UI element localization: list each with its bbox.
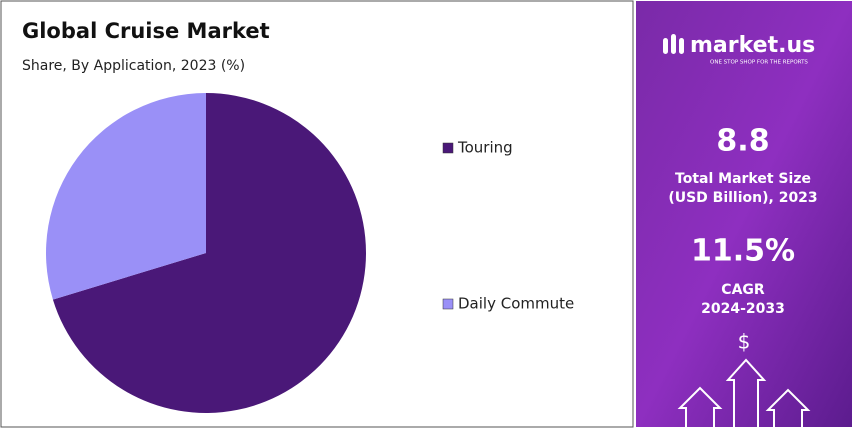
- market-size-label: Total Market Size: [675, 171, 811, 187]
- info-panel: [636, 1, 852, 427]
- legend-swatch: [442, 298, 454, 310]
- market-size: 8.8: [716, 124, 769, 159]
- cagr: 11.5%: [691, 234, 795, 269]
- arrows: [677, 358, 811, 428]
- cagr-label: 2024-2033: [701, 301, 785, 317]
- dollar-icon: $: [738, 330, 751, 354]
- pie-slice: [46, 93, 207, 300]
- tagline: ONE STOP SHOP FOR THE REPORTS: [710, 60, 808, 66]
- chart-title: Global Cruise Market: [22, 19, 270, 43]
- logo-mark: [663, 34, 684, 54]
- pie-slice: [52, 93, 367, 413]
- legend-swatch: [442, 142, 454, 154]
- legend-label: Daily Commute: [458, 295, 574, 313]
- chart-subtitle: Share, By Application, 2023 (%): [22, 58, 245, 74]
- cagr-label: CAGR: [721, 282, 765, 298]
- legend-label: Touring: [457, 139, 513, 157]
- brand: market.us: [690, 33, 815, 58]
- market-size-label: (USD Billion), 2023: [668, 190, 817, 206]
